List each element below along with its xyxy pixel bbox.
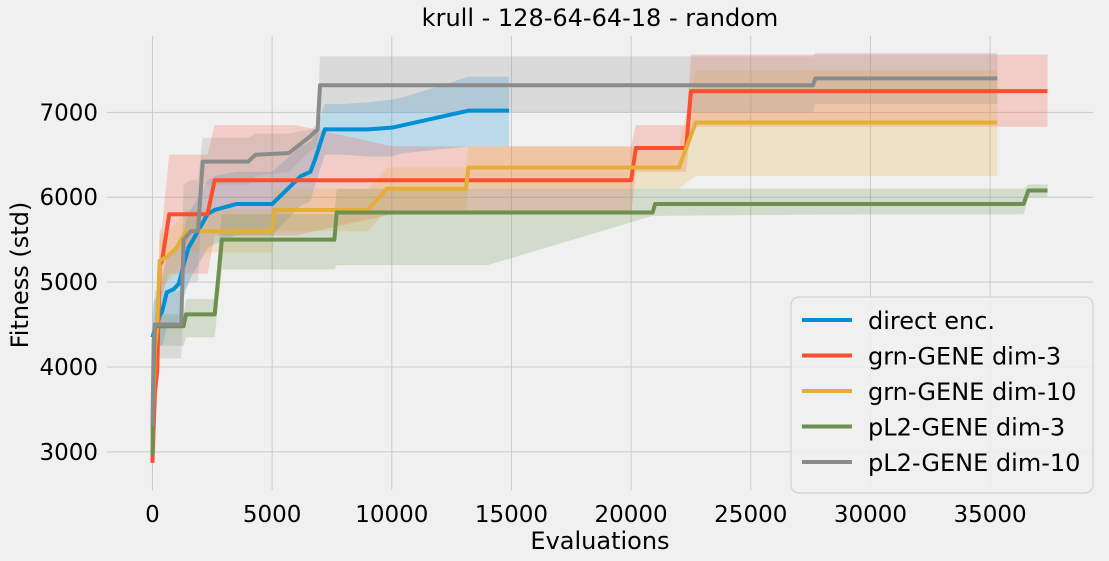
y-tick-label: 4000 — [39, 355, 98, 381]
x-axis-ticks: 0 5000 10000 15000 20000 25000 30000 35000 — [145, 502, 1027, 528]
y-axis-ticks: 3000 4000 5000 6000 7000 — [39, 100, 98, 465]
std-band — [152, 76, 510, 363]
y-tick-label: 7000 — [39, 100, 98, 126]
x-tick-label: 30000 — [834, 502, 907, 528]
legend-label: direct enc. — [868, 307, 995, 335]
x-tick-label: 10000 — [355, 502, 428, 528]
x-tick-label: 35000 — [954, 502, 1027, 528]
legend-box — [790, 296, 1094, 494]
std-band — [152, 69, 998, 457]
y-tick-label: 3000 — [39, 440, 98, 466]
series-line — [150, 76, 998, 427]
legend-label: grn-GENE dim-10 — [868, 378, 1076, 406]
legend-label: pL2-GENE dim-3 — [868, 414, 1065, 442]
legend-label: pL2-GENE dim-10 — [868, 449, 1080, 477]
legend-label: grn-GENE dim-3 — [868, 343, 1061, 371]
std-band — [152, 184, 1048, 478]
y-tick-label: 6000 — [39, 185, 98, 211]
x-tick-label: 15000 — [475, 502, 548, 528]
y-tick-label: 5000 — [39, 270, 98, 296]
legend: direct enc. grn-GENE dim-3 grn-GENE dim-10… — [790, 296, 1094, 494]
x-axis-label: Evaluations — [530, 527, 669, 555]
x-tick-label: 5000 — [243, 502, 302, 528]
series-line — [150, 120, 998, 435]
x-tick-label: 0 — [145, 502, 160, 528]
y-axis-label: Fitness (std) — [6, 202, 34, 349]
x-tick-label: 20000 — [595, 502, 668, 528]
std-band — [152, 54, 1048, 474]
x-tick-label: 25000 — [714, 502, 787, 528]
chart-title: krull - 128-64-64-18 - random — [422, 4, 779, 32]
series-lines — [150, 76, 1048, 463]
